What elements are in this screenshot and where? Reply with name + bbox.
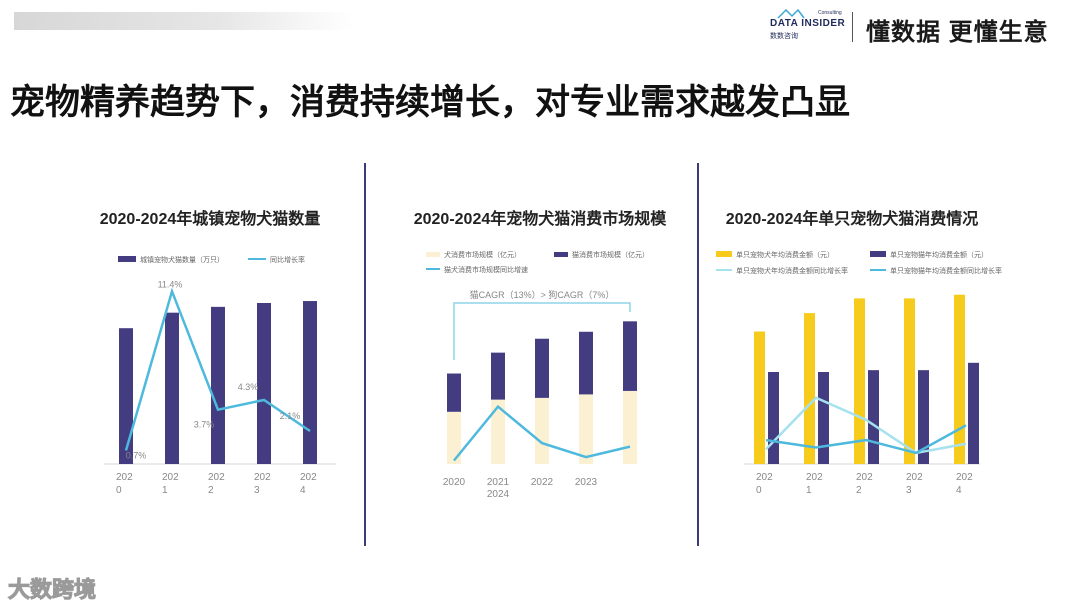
tick-label-3-0: 2023: [575, 477, 598, 488]
tick-label-1-1: 1: [162, 485, 168, 496]
bar-dog-2: [854, 298, 865, 464]
legend-label-3: 单只宠物猫年均消费金额同比增长率: [890, 266, 1002, 275]
legend-label-dog: 犬消费市场规模（亿元）: [444, 250, 521, 259]
tick-label-1-1: 1: [806, 485, 812, 496]
legend-swatch-cat: [554, 252, 568, 257]
data-label-4: 2.1%: [280, 411, 301, 421]
watermark: 大数跨境: [7, 572, 97, 604]
cat-growth-line: [765, 424, 967, 455]
tick-label-2-0: 202: [208, 472, 225, 483]
chart-divider-1: [364, 163, 366, 546]
tick-label-2-1: 2: [208, 485, 214, 496]
bar-dog-1: [491, 399, 505, 464]
data-insider-logo: Consulting DATA INSIDER 数数咨询: [770, 8, 850, 44]
tick-label-3-1: 3: [906, 485, 912, 496]
data-label-1: 11.4%: [158, 279, 183, 289]
legend-label-line: 同比增长率: [270, 255, 305, 264]
bar-dog-0: [447, 411, 461, 464]
legend-label-2: 单只宠物犬年均消费金额同比增长率: [736, 266, 848, 275]
page-headline: 宠物精养趋势下，消费持续增长，对专业需求越发凸显: [10, 83, 851, 122]
tick-label-0-0: 2020: [443, 477, 466, 488]
tick-label-2-1: 2: [856, 485, 862, 496]
logo-consulting-text: Consulting: [818, 10, 842, 16]
data-label-3: 4.3%: [238, 382, 259, 392]
bar-dog-4: [623, 390, 637, 464]
tick-label-1-0: 2021: [487, 477, 510, 488]
bar-dog-2: [535, 397, 549, 464]
logo-english-text: DATA INSIDER: [770, 18, 846, 29]
bar-dog-3: [579, 394, 593, 464]
chart-title: 2020-2024年城镇宠物犬猫数量: [100, 209, 321, 228]
legend-swatch-1: [870, 251, 886, 257]
tick-label-4-0: 202: [300, 472, 317, 483]
tick-label-0-1: 0: [116, 485, 122, 496]
bar-dog-0: [754, 331, 765, 464]
tick-label-0-0: 202: [756, 472, 773, 483]
dog-growth-line: [765, 396, 967, 455]
cagr-bracket: [453, 302, 631, 360]
tick-label-2-0: 2022: [531, 477, 554, 488]
chart-title: 2020-2024年单只宠物犬猫消费情况: [726, 209, 979, 228]
data-label-0: 0.7%: [126, 450, 147, 460]
bar-4: [303, 301, 317, 464]
growth-line: [124, 287, 311, 451]
bar-cat-3: [918, 370, 929, 464]
bar-cat-2: [868, 370, 879, 464]
legend-swatch-0: [716, 251, 732, 257]
chart-title: 2020-2024年宠物犬猫消费市场规模: [414, 209, 668, 228]
bar-cat-1: [491, 352, 505, 400]
bar-dog-3: [904, 298, 915, 464]
tick-label-2-0: 202: [856, 472, 873, 483]
legend-swatch-bar: [118, 256, 136, 262]
chart-urban-pet-count: 2020-2024年城镇宠物犬猫数量城镇宠物犬猫数量（万只） 同比增长率 0.7% 1…: [40, 180, 380, 520]
legend-label-line: 猫犬消费市场规模同比增速: [444, 265, 528, 274]
legend-label-0: 单只宠物犬年均消费金额（元）: [736, 250, 834, 259]
tick-label-1-0: 202: [162, 472, 179, 483]
watermark-text: 大数跨境: [7, 577, 97, 603]
tick-label-4-1: 4: [956, 485, 962, 496]
bar-cat-3: [579, 331, 593, 395]
bar-cat-0: [447, 373, 461, 412]
chart-per-pet-spending: 2020-2024年单只宠物犬猫消费情况单只宠物犬年均消费金额（元） 单只宠物猫年…: [700, 180, 1040, 520]
tick-label-0-1: 0: [756, 485, 762, 496]
tick-label-3-0: 202: [906, 472, 923, 483]
legend-label-cat: 猫消费市场规模（亿元）: [572, 250, 649, 259]
tick-label-4-1: 4: [300, 485, 306, 496]
legend-swatch-dog: [426, 252, 440, 257]
bar-1: [165, 312, 179, 464]
top-decor-bar: [14, 12, 354, 30]
tick-label-3-0: 202: [254, 472, 271, 483]
bar-dog-1: [804, 313, 815, 464]
bar-cat-2: [535, 338, 549, 398]
bar-dog-4: [954, 294, 965, 464]
tick-label-1-0: 202: [806, 472, 823, 483]
bar-3: [257, 302, 271, 464]
chart-pet-market-size: 2020-2024年宠物犬猫消费市场规模犬消费市场规模（亿元） 猫消费市场规模（亿…: [370, 180, 710, 520]
growth-line: [453, 404, 631, 462]
header-separator: [852, 12, 853, 42]
tick-label-4-0: 202: [956, 472, 973, 483]
logo-mark-icon: [777, 8, 805, 19]
legend-label-1: 单只宠物猫年均消费金额（元）: [890, 250, 988, 259]
slogan: 懂数据 更懂生意: [866, 19, 1049, 46]
tick-label-0-0: 202: [116, 472, 133, 483]
legend-label-bar: 城镇宠物犬猫数量（万只）: [140, 255, 224, 264]
logo-chinese-text: 数数咨询: [770, 33, 798, 40]
bar-2: [211, 306, 225, 464]
bar-0: [119, 328, 133, 464]
tick-label-3-1: 3: [254, 485, 260, 496]
bar-cat-4: [623, 321, 637, 391]
chart-divider-2: [697, 163, 699, 546]
cagr-annotation: 猫CAGR（13%）> 狗CAGR（7%）: [470, 289, 615, 300]
bar-cat-1: [818, 372, 829, 464]
data-label-2: 3.7%: [194, 420, 215, 430]
tick-label-1-1: 2024: [487, 489, 510, 500]
bar-cat-4: [968, 362, 979, 464]
bar-cat-0: [768, 372, 779, 464]
